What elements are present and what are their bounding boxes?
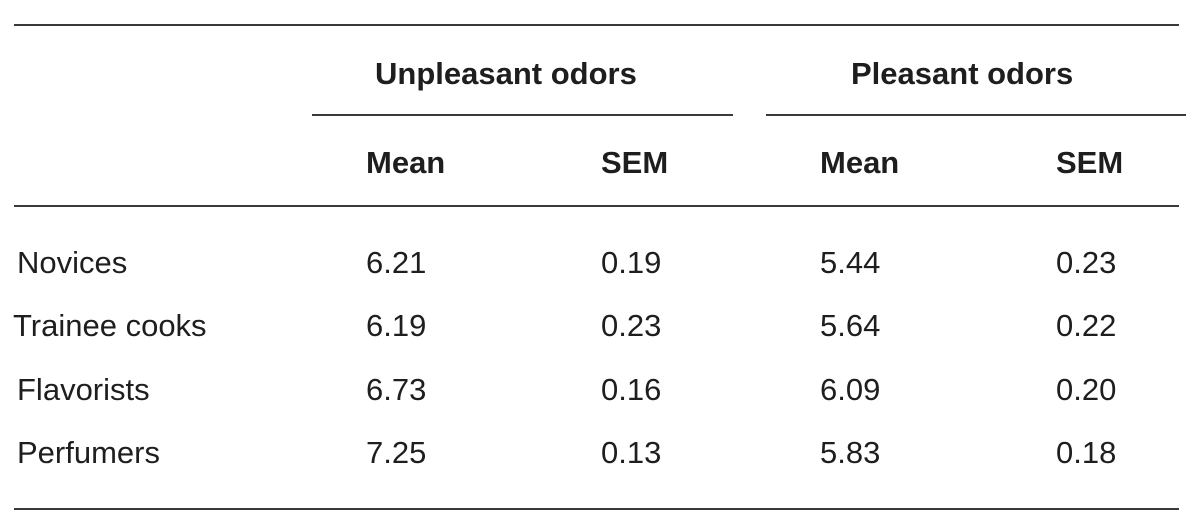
cell-pleasant-sem: 0.18 xyxy=(1056,435,1117,470)
cell-unpleasant-mean: 7.25 xyxy=(366,435,427,470)
cell-unpleasant-sem: 0.19 xyxy=(601,245,662,280)
col-header-pleasant-mean: Mean xyxy=(820,145,900,180)
cell-unpleasant-mean: 6.73 xyxy=(366,372,427,407)
row-label: Flavorists xyxy=(17,372,150,407)
pleasant-group-rule xyxy=(766,114,1186,116)
unpleasant-group-rule xyxy=(312,114,733,116)
cell-unpleasant-sem: 0.23 xyxy=(601,308,662,343)
col-header-unpleasant-sem: SEM xyxy=(601,145,669,180)
cell-unpleasant-sem: 0.16 xyxy=(601,372,662,407)
cell-unpleasant-mean: 6.19 xyxy=(366,308,427,343)
group-header-pleasant: Pleasant odors xyxy=(851,56,1074,91)
cell-pleasant-sem: 0.23 xyxy=(1056,245,1117,280)
col-header-unpleasant-mean: Mean xyxy=(366,145,446,180)
cell-pleasant-mean: 5.83 xyxy=(820,435,881,470)
cell-unpleasant-mean: 6.21 xyxy=(366,245,427,280)
row-label: Trainee cooks xyxy=(13,308,207,343)
cell-pleasant-mean: 5.44 xyxy=(820,245,881,280)
cell-pleasant-sem: 0.22 xyxy=(1056,308,1117,343)
row-label: Perfumers xyxy=(17,435,160,470)
row-label: Novices xyxy=(17,245,128,280)
group-header-unpleasant: Unpleasant odors xyxy=(375,56,637,91)
col-header-pleasant-sem: SEM xyxy=(1056,145,1124,180)
top-rule xyxy=(14,24,1179,26)
cell-unpleasant-sem: 0.13 xyxy=(601,435,662,470)
cell-pleasant-mean: 6.09 xyxy=(820,372,881,407)
header-rule xyxy=(14,205,1179,207)
cell-pleasant-sem: 0.20 xyxy=(1056,372,1117,407)
cell-pleasant-mean: 5.64 xyxy=(820,308,881,343)
bottom-rule xyxy=(14,508,1179,510)
